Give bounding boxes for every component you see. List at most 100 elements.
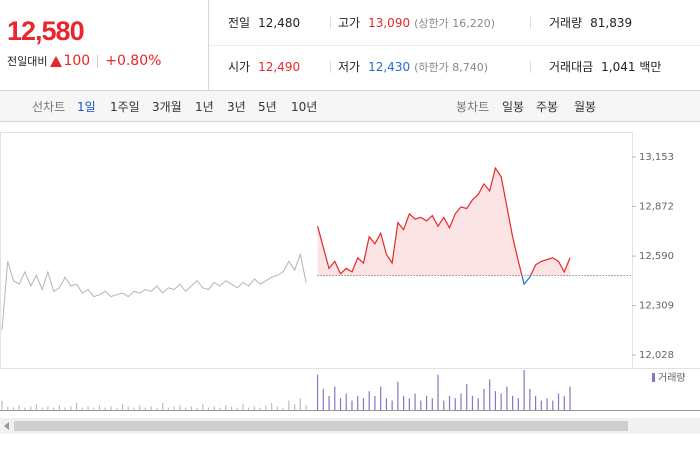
volume-bar bbox=[374, 395, 376, 410]
tab[interactable]: 10년 bbox=[291, 100, 318, 114]
scroll-arrow[interactable] bbox=[4, 422, 9, 430]
y-tick-label: 12,590 bbox=[639, 251, 674, 262]
volume-bar bbox=[1, 400, 3, 410]
volume-bar bbox=[75, 402, 78, 410]
volume-bar bbox=[47, 406, 49, 410]
tab[interactable]: 3년 bbox=[227, 100, 246, 114]
tab-group-label: 선차트 bbox=[32, 100, 66, 114]
tab[interactable]: 3개월 bbox=[152, 100, 182, 114]
tab[interactable]: 1년 bbox=[195, 100, 214, 114]
volume-bar bbox=[328, 395, 330, 410]
stat-value: 12,490 bbox=[258, 60, 301, 74]
volume-bar bbox=[70, 406, 72, 410]
change-label: 전일대비 bbox=[7, 55, 48, 68]
tab[interactable]: 일봉 bbox=[502, 100, 525, 114]
tab[interactable]: 1일 bbox=[77, 100, 96, 114]
volume-bar bbox=[460, 393, 462, 410]
volume-bar bbox=[265, 405, 267, 410]
chart: 13,153 12,872 12,590 12,309 12,028 거래량 bbox=[0, 132, 700, 434]
volume-bar bbox=[202, 404, 204, 410]
y-tick-label: 13,153 bbox=[639, 152, 674, 163]
volume-bar bbox=[569, 386, 571, 410]
volume-bar bbox=[35, 404, 38, 410]
tab[interactable]: 월봉 bbox=[574, 100, 597, 114]
volume-bar bbox=[282, 407, 284, 410]
stat-label: 고가 bbox=[338, 16, 361, 30]
volume-bar bbox=[288, 400, 290, 410]
stat: 거래대금 1,041 백만 bbox=[549, 57, 661, 77]
volume-bar bbox=[236, 407, 238, 410]
volume-bar bbox=[351, 400, 353, 410]
stat-value: 13,090 bbox=[368, 16, 411, 30]
volume-bar bbox=[110, 406, 112, 410]
volume-bar bbox=[437, 374, 439, 410]
scrollbar-thumb[interactable] bbox=[14, 421, 628, 431]
volume-bar bbox=[294, 404, 296, 410]
volume-bar bbox=[523, 370, 525, 410]
volume-bar bbox=[552, 400, 554, 410]
stat-label: 전일 bbox=[228, 16, 251, 30]
volume-bar bbox=[454, 398, 456, 410]
y-tick-label: 12,028 bbox=[639, 350, 674, 361]
volume-bar bbox=[477, 398, 479, 410]
volume-bar bbox=[540, 400, 542, 410]
y-tick-label: 12,872 bbox=[639, 201, 674, 212]
stat-label: 저가 bbox=[338, 60, 361, 74]
up-icon bbox=[50, 55, 63, 67]
volume-bar bbox=[167, 407, 169, 410]
volume-bar bbox=[494, 391, 497, 410]
stat-value: 1,041 백만 bbox=[601, 60, 662, 74]
current-price: 12,580 bbox=[7, 16, 85, 46]
stat-limit: (상한가 16,220) bbox=[414, 17, 496, 30]
volume-bar bbox=[116, 407, 118, 410]
volume-bar bbox=[93, 407, 95, 410]
volume-bar bbox=[162, 402, 164, 410]
volume-bar bbox=[299, 398, 301, 410]
price-line bbox=[1, 252, 307, 331]
price-line-below bbox=[521, 275, 532, 286]
volume-bar bbox=[276, 406, 278, 410]
stat-value: 12,480 bbox=[258, 16, 301, 30]
legend-label: 거래량 bbox=[658, 372, 686, 384]
stat-label: 거래량 bbox=[549, 16, 583, 30]
volume-bar bbox=[425, 395, 428, 410]
volume-bar bbox=[391, 400, 393, 410]
volume-bar bbox=[357, 395, 359, 410]
volume-bar bbox=[144, 407, 147, 410]
volume-bar bbox=[98, 405, 101, 410]
legend-swatch bbox=[652, 373, 655, 382]
price-line bbox=[317, 166, 571, 276]
volume-bar bbox=[397, 381, 399, 410]
divider bbox=[209, 45, 700, 46]
volume-bar bbox=[41, 407, 43, 410]
change: 100 bbox=[63, 53, 91, 69]
volume-bar bbox=[529, 388, 531, 410]
volume-bar bbox=[179, 405, 181, 410]
stat: 시가 12,490 bbox=[228, 57, 300, 77]
volume-bar bbox=[121, 404, 124, 410]
volume-bar bbox=[53, 407, 55, 410]
volume-bar bbox=[448, 395, 451, 410]
stat-label: 거래대금 bbox=[549, 60, 594, 74]
volume-bar bbox=[443, 400, 445, 410]
volume-bar bbox=[471, 395, 474, 410]
volume-bar bbox=[87, 406, 89, 410]
volume-bar bbox=[431, 398, 433, 410]
stat: 전일 12,480 bbox=[228, 13, 300, 33]
volume-bar bbox=[420, 400, 422, 410]
volume-bar bbox=[385, 398, 388, 410]
volume-bar bbox=[339, 398, 342, 410]
tab-bar: 선차트 봉차트 1일 1주일 3개월 1년 3년 5년 10년 일봉 주봉 월봉 bbox=[0, 91, 700, 122]
volume-bar bbox=[64, 407, 66, 410]
divider bbox=[530, 61, 531, 73]
tab[interactable]: 5년 bbox=[258, 100, 277, 114]
volume-bar bbox=[546, 398, 548, 410]
volume-bar bbox=[156, 407, 158, 410]
volume-bar bbox=[248, 407, 250, 410]
tab[interactable]: 1주일 bbox=[110, 100, 140, 114]
stat: 저가 12,430 (하한가 8,740) bbox=[338, 57, 488, 77]
tab[interactable]: 주봉 bbox=[536, 100, 559, 114]
change-rate: +0.80% bbox=[105, 53, 162, 69]
volume-bar bbox=[489, 379, 491, 410]
